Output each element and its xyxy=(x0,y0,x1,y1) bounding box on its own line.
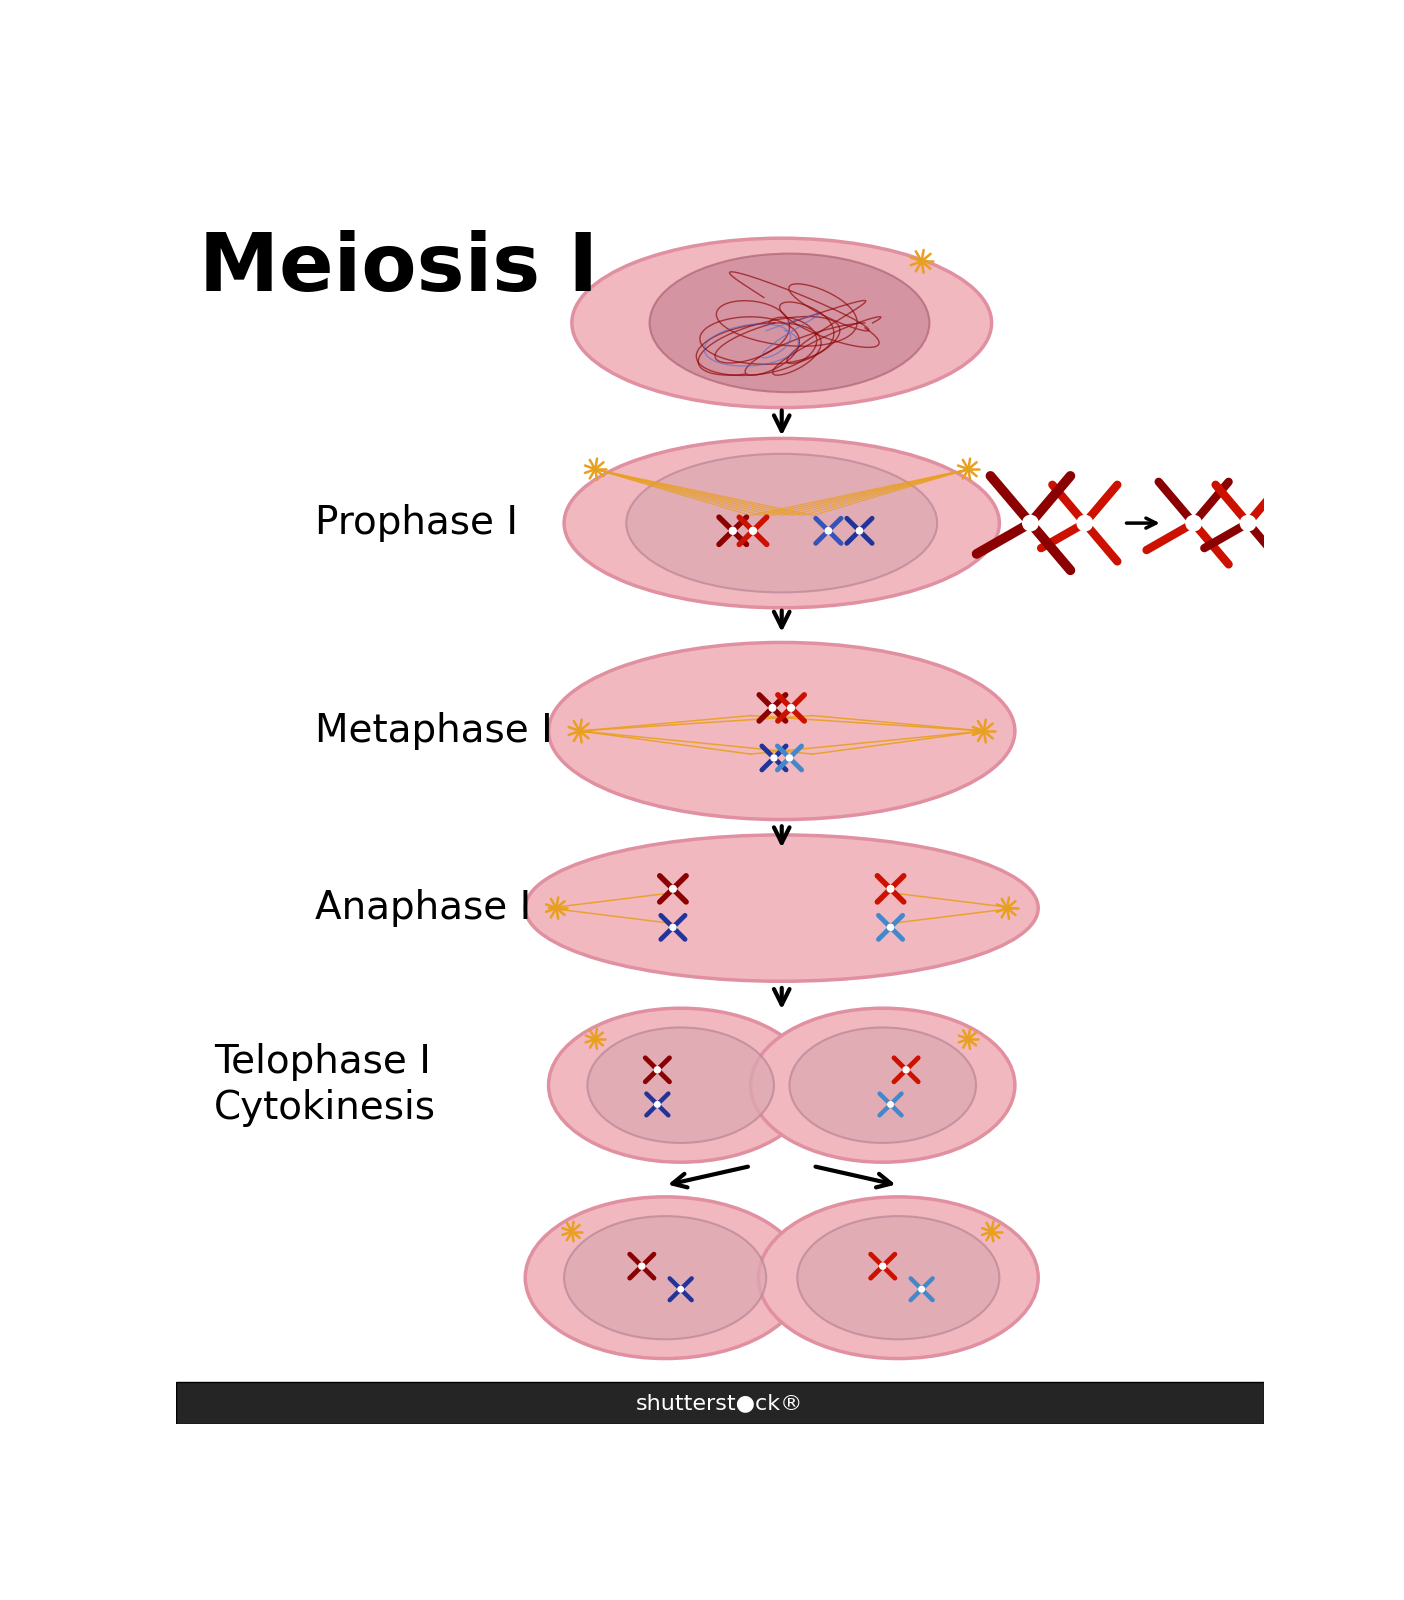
Circle shape xyxy=(1022,515,1038,531)
Circle shape xyxy=(654,1102,660,1107)
Ellipse shape xyxy=(797,1216,1000,1339)
Text: Meiosis I: Meiosis I xyxy=(199,230,598,309)
Circle shape xyxy=(856,528,862,534)
Circle shape xyxy=(639,1262,644,1269)
Circle shape xyxy=(918,1286,924,1293)
Circle shape xyxy=(887,885,894,893)
Ellipse shape xyxy=(564,1216,767,1339)
Circle shape xyxy=(678,1286,684,1293)
Ellipse shape xyxy=(564,438,1000,608)
FancyBboxPatch shape xyxy=(176,1382,1264,1424)
Text: Cytokinesis: Cytokinesis xyxy=(215,1090,437,1128)
Circle shape xyxy=(903,1067,910,1074)
Text: shutterst●ck®: shutterst●ck® xyxy=(636,1394,803,1413)
Circle shape xyxy=(771,755,776,762)
Circle shape xyxy=(1077,515,1092,531)
Circle shape xyxy=(1240,515,1255,531)
Circle shape xyxy=(826,528,831,534)
Circle shape xyxy=(729,528,736,534)
Ellipse shape xyxy=(549,1008,813,1162)
Circle shape xyxy=(670,885,677,893)
Ellipse shape xyxy=(549,643,1015,819)
Ellipse shape xyxy=(758,1197,1038,1358)
Ellipse shape xyxy=(525,835,1038,981)
Ellipse shape xyxy=(751,1008,1015,1162)
Circle shape xyxy=(788,704,795,712)
Circle shape xyxy=(670,925,675,930)
Ellipse shape xyxy=(650,253,929,392)
Circle shape xyxy=(769,704,776,712)
Ellipse shape xyxy=(626,454,938,592)
Ellipse shape xyxy=(587,1027,774,1142)
Ellipse shape xyxy=(789,1027,976,1142)
Circle shape xyxy=(887,1102,893,1107)
Circle shape xyxy=(1186,515,1202,531)
Ellipse shape xyxy=(525,1197,804,1358)
Ellipse shape xyxy=(571,238,991,408)
Text: Prophase I: Prophase I xyxy=(316,504,518,542)
Circle shape xyxy=(887,925,893,930)
Circle shape xyxy=(750,528,757,534)
Circle shape xyxy=(786,755,793,762)
Circle shape xyxy=(654,1067,660,1074)
Text: Telophase I: Telophase I xyxy=(215,1043,431,1082)
Circle shape xyxy=(880,1262,886,1269)
Text: Anaphase I: Anaphase I xyxy=(316,890,532,926)
Text: Metaphase I: Metaphase I xyxy=(316,712,553,750)
